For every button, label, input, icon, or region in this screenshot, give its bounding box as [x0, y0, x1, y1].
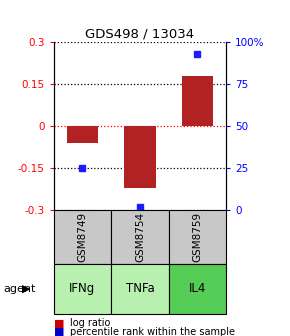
- Bar: [54, 210, 111, 264]
- Title: GDS498 / 13034: GDS498 / 13034: [85, 28, 195, 41]
- Bar: [111, 264, 169, 314]
- Bar: [67, 126, 98, 143]
- Text: ■: ■: [54, 327, 64, 336]
- Text: GSM8759: GSM8759: [193, 212, 202, 262]
- Text: GSM8749: GSM8749: [77, 212, 87, 262]
- Bar: [111, 210, 169, 264]
- Bar: [169, 210, 226, 264]
- Text: ■: ■: [54, 318, 64, 328]
- Text: GSM8754: GSM8754: [135, 212, 145, 262]
- Text: ▶: ▶: [22, 284, 30, 294]
- Text: log ratio: log ratio: [70, 318, 110, 328]
- Text: percentile rank within the sample: percentile rank within the sample: [70, 327, 235, 336]
- Bar: [54, 264, 111, 314]
- Bar: [124, 126, 156, 187]
- Text: agent: agent: [3, 284, 35, 294]
- Text: IL4: IL4: [189, 283, 206, 295]
- Bar: [182, 76, 213, 126]
- Text: TNFa: TNFa: [126, 283, 154, 295]
- Text: IFNg: IFNg: [69, 283, 95, 295]
- Bar: [169, 264, 226, 314]
